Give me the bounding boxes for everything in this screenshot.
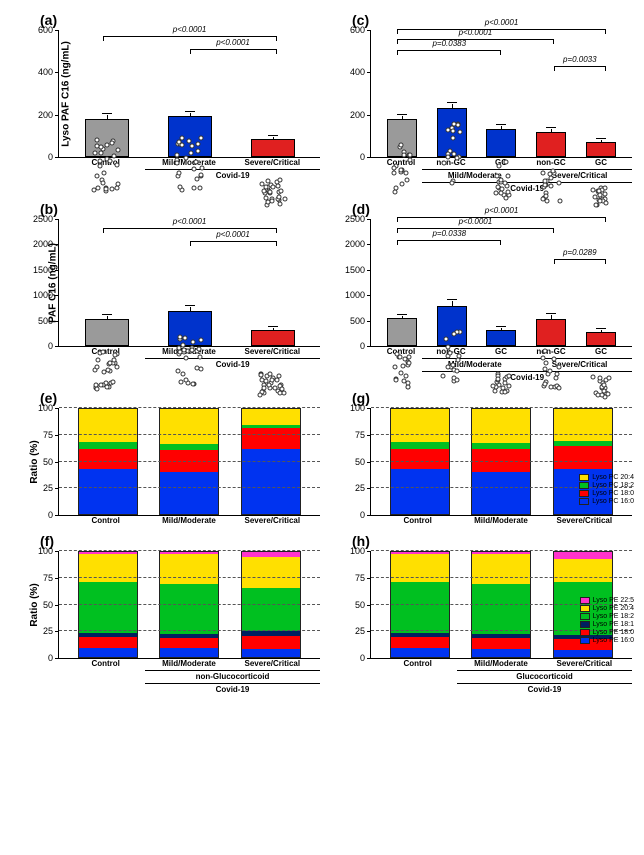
data-bar [536, 132, 566, 157]
x-supergroup-label: Covid-19 [145, 683, 319, 694]
x-group-label: Mild/Moderate [422, 169, 527, 180]
data-bar [586, 142, 616, 157]
x-group-label: Covid-19 [145, 358, 320, 369]
data-bar [251, 139, 295, 157]
x-tick-label: Mild/Moderate [459, 516, 542, 525]
x-group-label: Glucocorticoid [457, 670, 631, 681]
stacked-bar [159, 408, 219, 515]
x-supergroup-label: Covid-19 [422, 371, 632, 382]
data-bar [387, 318, 417, 346]
legend-item: Lyso PE 18:2 [580, 613, 634, 620]
stacked-bar [471, 408, 531, 515]
x-tick-label: Mild/Moderate [147, 516, 230, 525]
panel-c: (c)0200400600p<0.0001p<0.0001p=0.0383p=0… [324, 12, 632, 193]
data-bar [251, 330, 295, 346]
data-bar [85, 119, 129, 157]
figure-grid: (a)0200400600Lyso PAF C16 (ng/mL)p<0.000… [12, 12, 632, 694]
data-bar [437, 306, 467, 346]
x-tick-label: Severe/Critical [231, 659, 314, 668]
legend: Lyso PE 22:5Lyso PE 20:4Lyso PE 18:2Lyso… [580, 597, 634, 644]
stacked-bar [471, 551, 531, 658]
data-bar [387, 119, 417, 157]
x-tick-label: GC [576, 347, 626, 356]
x-tick-label: non-GC [526, 158, 576, 167]
x-tick-label: Severe/Critical [231, 516, 314, 525]
x-tick-label: Control [64, 158, 147, 167]
legend-item: Lyso PE 22:5 [580, 597, 634, 604]
x-tick-label: non-GC [426, 347, 476, 356]
panel-h: (h)0255075100ControlMild/ModerateSevere/… [324, 533, 632, 694]
x-tick-label: Control [376, 347, 426, 356]
x-tick-label: Control [64, 347, 147, 356]
x-tick-label: Mild/Moderate [147, 659, 230, 668]
panel-e: (e)0255075100Ratio (%)ControlMild/Modera… [12, 390, 320, 525]
x-tick-label: non-GC [426, 158, 476, 167]
x-tick-label: Severe/Critical [231, 347, 314, 356]
panel-g: (g)0255075100ControlMild/ModerateSevere/… [324, 390, 632, 525]
data-bar [486, 129, 516, 157]
y-axis-label: Lyso PAF C16 (ng/mL) [60, 41, 71, 147]
legend-item: Lyso PE 20:4 [580, 605, 634, 612]
x-group-label: non-Glucocorticoid [145, 670, 319, 681]
data-bar [85, 319, 129, 346]
data-bar [168, 116, 212, 157]
x-tick-label: Severe/Critical [231, 158, 314, 167]
stacked-bar [78, 551, 138, 658]
x-group-label: Severe/Critical [527, 358, 632, 369]
panel-d: (d)05001000150020002500p<0.0001p<0.0001p… [324, 201, 632, 382]
x-supergroup-label: Covid-19 [422, 182, 632, 193]
y-axis-label: Ratio (%) [29, 440, 40, 483]
stacked-bar [241, 408, 301, 515]
stacked-bar [78, 408, 138, 515]
stacked-bar [159, 551, 219, 658]
x-tick-label: Control [376, 158, 426, 167]
y-axis-label: PAF C16 (ng/mL) [47, 243, 58, 323]
x-tick-label: Severe/Critical [543, 516, 626, 525]
x-tick-label: Severe/Critical [543, 659, 626, 668]
x-group-label: Mild/Moderate [422, 358, 527, 369]
data-bar [437, 108, 467, 157]
x-tick-label: non-GC [526, 347, 576, 356]
legend-item: Lyso PC 16:0 [579, 498, 634, 505]
panel-a: (a)0200400600Lyso PAF C16 (ng/mL)p<0.000… [12, 12, 320, 193]
x-tick-label: Mild/Moderate [459, 659, 542, 668]
legend-item: Lyso PC 18:0 [579, 490, 634, 497]
x-tick-label: Mild/Moderate [147, 347, 230, 356]
x-tick-label: GC [476, 347, 526, 356]
data-bar [536, 319, 566, 346]
stacked-bar [241, 551, 301, 658]
legend-item: Lyso PC 18:2 [579, 482, 634, 489]
x-tick-label: Control [64, 516, 147, 525]
x-tick-label: Control [376, 659, 459, 668]
x-tick-label: Control [64, 659, 147, 668]
y-axis-label: Ratio (%) [29, 583, 40, 626]
data-bar [586, 332, 616, 346]
x-tick-label: GC [576, 158, 626, 167]
panel-f: (f)0255075100Ratio (%)ControlMild/Modera… [12, 533, 320, 694]
x-group-label: Covid-19 [145, 169, 320, 180]
x-tick-label: Mild/Moderate [147, 158, 230, 167]
legend-item: Lyso PE 18:0 [580, 629, 634, 636]
legend-item: Lyso PE 18:1 [580, 621, 634, 628]
legend-item: Lyso PE 16:0 [580, 637, 634, 644]
panel-b: (b)05001000150020002500PAF C16 (ng/mL)p<… [12, 201, 320, 382]
data-bar [486, 330, 516, 346]
x-tick-label: GC [476, 158, 526, 167]
stacked-bar [390, 551, 450, 658]
x-supergroup-label: Covid-19 [457, 683, 631, 694]
legend-item: Lyso PC 20:4 [579, 474, 634, 481]
legend: Lyso PC 20:4Lyso PC 18:2Lyso PC 18:0Lyso… [579, 474, 634, 505]
x-group-label: Severe/Critical [527, 169, 632, 180]
data-bar [168, 311, 212, 346]
stacked-bar [390, 408, 450, 515]
x-tick-label: Control [376, 516, 459, 525]
